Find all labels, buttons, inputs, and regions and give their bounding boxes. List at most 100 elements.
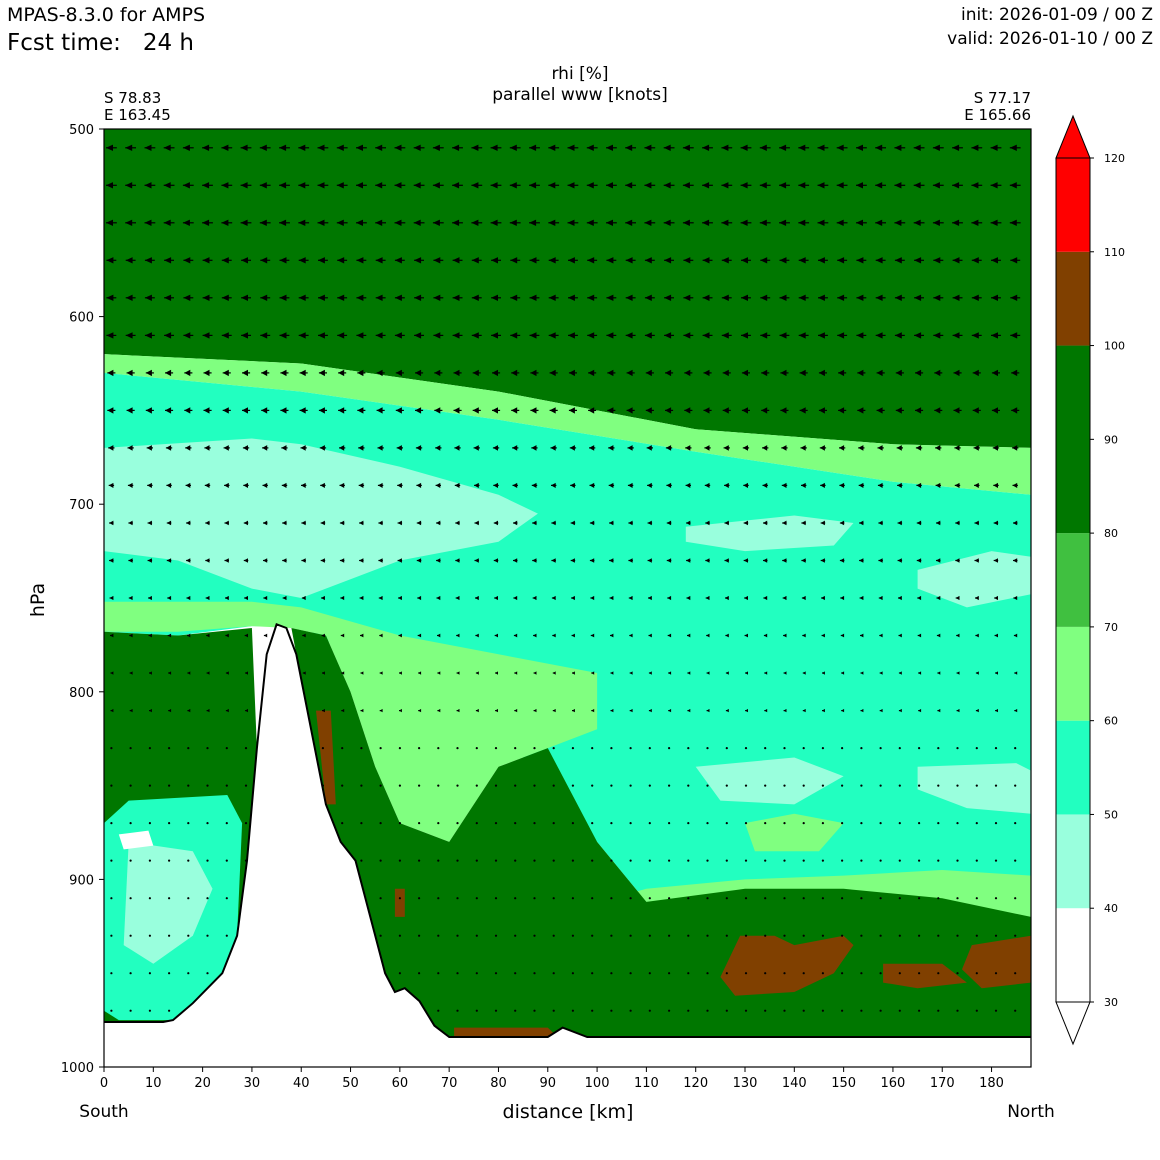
wind-arrow-2-26 (606, 219, 613, 226)
wind-arrow-11-30 (686, 558, 691, 563)
wind-arrow-7-17 (434, 407, 441, 414)
wind-arrow-11-10 (301, 558, 306, 563)
wind-arrow-14-27 (629, 671, 633, 675)
wind-arrow-12-33 (744, 595, 748, 601)
wind-dot-23-37 (821, 1009, 825, 1012)
wind-dot-19-35 (783, 859, 786, 862)
wind-arrow-13-6 (225, 633, 229, 638)
wind-arrow-14-30 (687, 671, 691, 675)
wind-arrow-6-18 (453, 369, 460, 377)
wind-arrow-13-24 (571, 633, 575, 638)
wind-arrow-2-22 (529, 219, 537, 226)
wind-arrow-6-42 (915, 369, 922, 377)
rhi-region-21 (316, 710, 336, 805)
wind-dot-21-47 (1014, 934, 1017, 937)
wind-arrow-3-3 (164, 257, 172, 264)
wind-arrow-8-39 (858, 445, 864, 451)
wind-arrow-1-29 (663, 182, 671, 189)
wind-dot-18-32 (725, 822, 728, 825)
wind-arrow-1-19 (471, 182, 479, 189)
wind-dot-23-17 (437, 1009, 440, 1012)
wind-arrow-10-24 (570, 520, 575, 526)
wind-arrow-3-32 (721, 257, 729, 264)
wind-dot-23-31 (706, 1009, 709, 1012)
wind-dot-17-18 (456, 784, 459, 787)
wind-arrow-9-25 (589, 482, 595, 488)
wind-arrow-4-2 (144, 294, 152, 301)
wind-arrow-10-35 (782, 520, 787, 526)
wind-arrow-5-6 (221, 332, 229, 339)
wind-arrow-9-26 (608, 482, 614, 488)
wind-arrow-0-31 (702, 144, 710, 151)
rhi-region-15 (123, 841, 213, 964)
wind-dot-22-1 (129, 972, 132, 975)
wind-arrow-12-22 (532, 595, 537, 601)
wind-arrow-11-44 (955, 558, 960, 563)
wind-arrow-15-20 (495, 708, 498, 713)
wind-arrow-15-47 (1014, 708, 1018, 713)
wind-arrow-10-21 (513, 520, 518, 526)
wind-arrow-2-45 (971, 219, 979, 226)
wind-arrow-1-16 (413, 182, 421, 189)
wind-arrow-15-11 (322, 708, 325, 713)
wind-arrow-6-10 (299, 369, 306, 377)
wind-dot-18-29 (668, 822, 671, 825)
wind-arrow-14-39 (860, 671, 864, 675)
wind-arrow-0-14 (375, 144, 383, 151)
wind-dot-18-38 (841, 822, 844, 825)
wind-arrow-10-3 (166, 520, 172, 526)
wind-dot-20-17 (437, 897, 440, 900)
wind-arrow-0-8 (259, 144, 267, 151)
wind-arrow-4-10 (298, 294, 306, 301)
wind-arrow-8-11 (319, 445, 325, 451)
rhi-region-0 (104, 129, 1031, 448)
wind-dot-22-34 (764, 972, 767, 975)
wind-arrow-3-25 (587, 257, 595, 264)
wind-dot-22-46 (994, 972, 998, 975)
wind-dot-18-2 (148, 822, 151, 825)
wind-arrow-8-45 (973, 445, 979, 451)
wind-dot-19-14 (379, 859, 382, 862)
x-tick-label-20: 20 (194, 1076, 211, 1091)
wind-dot-17-15 (398, 784, 401, 787)
wind-arrow-2-41 (894, 219, 902, 226)
wind-dot-17-3 (168, 784, 171, 787)
wind-arrow-14-1 (129, 671, 133, 675)
wind-arrow-4-37 (818, 294, 825, 301)
wind-arrow-13-26 (610, 633, 614, 638)
wind-arrow-9-32 (724, 482, 729, 488)
wind-arrow-12-12 (340, 595, 345, 601)
wind-arrow-2-5 (202, 219, 210, 226)
wind-arrow-3-16 (414, 257, 422, 264)
wind-arrow-9-3 (166, 482, 172, 488)
wind-dot-16-41 (898, 747, 901, 750)
wind-arrow-3-31 (702, 257, 710, 264)
wind-arrow-9-41 (897, 482, 902, 488)
wind-arrow-8-2 (146, 445, 152, 451)
wind-arrow-3-18 (452, 257, 460, 264)
y-tick-label-1000: 1000 (61, 1061, 94, 1076)
wind-arrow-12-34 (763, 595, 768, 601)
wind-arrow-7-9 (280, 407, 287, 414)
wind-dot-21-39 (860, 934, 863, 937)
wind-arrow-6-3 (165, 369, 172, 377)
wind-arrow-10-16 (416, 520, 422, 526)
wind-arrow-10-12 (339, 520, 345, 526)
wind-arrow-10-9 (282, 520, 287, 526)
wind-arrow-14-21 (514, 671, 518, 675)
wind-arrow-11-19 (474, 558, 479, 563)
wind-arrow-15-5 (206, 708, 210, 713)
wind-arrow-10-46 (993, 520, 998, 526)
wind-dot-17-12 (341, 784, 344, 787)
rhi-region-17 (720, 935, 854, 996)
wind-arrow-11-0 (109, 558, 114, 563)
wind-arrow-14-6 (225, 671, 229, 675)
wind-arrow-14-36 (802, 671, 806, 675)
wind-arrow-6-9 (280, 369, 287, 377)
wind-arrow-10-6 (224, 520, 229, 526)
wind-arrow-3-37 (818, 257, 825, 264)
wind-arrow-13-13 (360, 633, 364, 638)
wind-arrow-13-17 (437, 633, 441, 638)
wind-arrow-6-2 (145, 369, 152, 377)
wind-dot-19-3 (168, 859, 171, 862)
